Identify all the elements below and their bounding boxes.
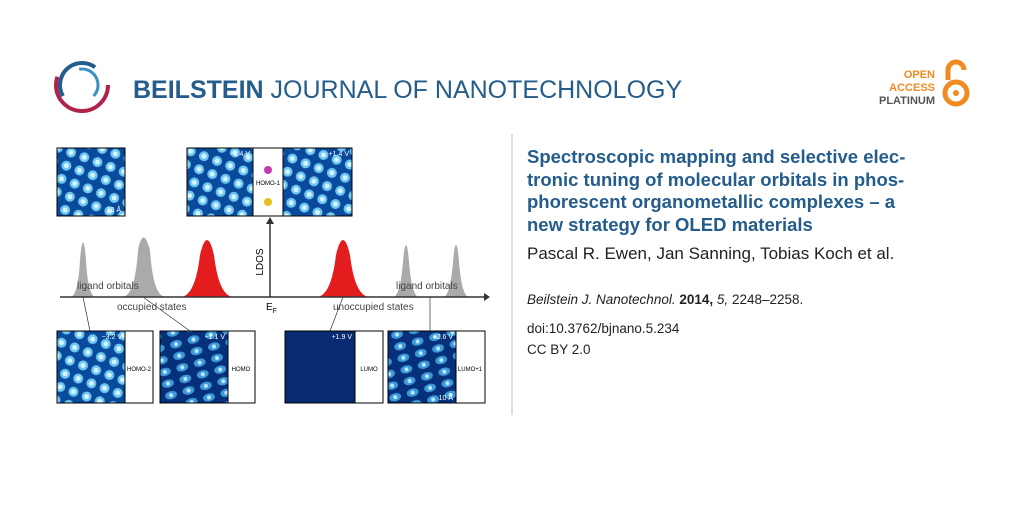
axis-label: EF xyxy=(266,302,277,315)
citation: Beilstein J. Nanotechnol. 2014, 5, 2248–… xyxy=(527,292,804,307)
badge-open: OPEN xyxy=(904,69,935,81)
license: CC BY 2.0 xyxy=(527,342,591,357)
logo xyxy=(54,57,110,113)
axis-annotation: ligand orbitals xyxy=(396,281,458,292)
peak xyxy=(393,245,419,297)
scale-label: 10 Å xyxy=(439,393,454,402)
orbital-label: HOMO-2 xyxy=(127,367,152,373)
stm-tile xyxy=(186,147,254,217)
peak xyxy=(316,240,370,297)
voltage-label: −1.4 V xyxy=(230,151,251,158)
axis-annotation: unoccupied states xyxy=(333,302,414,313)
voltage-label: +1.4 V xyxy=(329,151,350,158)
axis-label: LDOS xyxy=(255,248,266,276)
title-line: phorescent organometallic complexes – a xyxy=(527,191,896,212)
voltage-label: −3.2 V xyxy=(102,334,123,341)
title-line: Spectroscopic mapping and selective elec… xyxy=(527,146,906,167)
orbital-label: LUMO+1 xyxy=(458,367,483,373)
title-line: tronic tuning of molecular orbitals in p… xyxy=(527,168,905,190)
peak xyxy=(122,237,166,297)
peak xyxy=(443,245,469,297)
stm-tile xyxy=(282,147,353,217)
journal-name: BEILSTEIN JOURNAL OF NANOTECHNOLOGY xyxy=(133,76,682,104)
peak xyxy=(70,242,96,297)
voltage-label: +1.9 V xyxy=(332,334,353,341)
voltage-label: −1.1 V xyxy=(205,334,226,341)
voltage-label: +2.6 V xyxy=(433,334,454,341)
badge-access: ACCESS xyxy=(889,82,935,94)
article-info: Spectroscopic mapping and selective elec… xyxy=(527,146,1007,357)
badge-platinum: PLATINUM xyxy=(879,95,935,107)
scale-label: 10 Å xyxy=(107,205,122,214)
orbital-label: LUMO xyxy=(360,367,378,373)
title-line: new strategy for OLED materials xyxy=(527,213,813,235)
authors: Pascal R. Ewen, Jan Sanning, Tobias Koch… xyxy=(527,244,895,263)
peak xyxy=(180,240,234,297)
orbital-label: HOMO-1 xyxy=(256,181,281,187)
axis-annotation: occupied states xyxy=(117,302,187,313)
figure: 10 Å −1.4 V +1.4 V HOMO-1 LDOS EF ligand… xyxy=(56,147,490,404)
axis-annotation: ligand orbitals xyxy=(77,281,139,292)
stm-tile xyxy=(56,147,126,217)
orbital-label: HOMO xyxy=(232,367,251,373)
doi: doi:10.3762/bjnano.5.234 xyxy=(527,321,680,336)
lock-icon xyxy=(942,59,970,107)
